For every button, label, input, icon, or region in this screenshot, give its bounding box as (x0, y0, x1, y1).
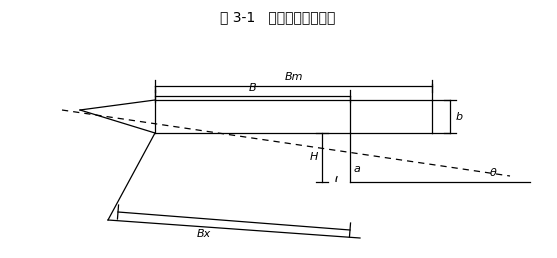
Text: Bx: Bx (197, 229, 211, 239)
Text: b: b (456, 111, 463, 122)
Text: Bm: Bm (284, 72, 303, 82)
Text: B: B (248, 83, 256, 93)
Text: H: H (310, 152, 318, 163)
Text: a: a (354, 164, 361, 174)
Text: θ: θ (490, 168, 497, 178)
Text: 图 3-1   水平梯田断面图示: 图 3-1 水平梯田断面图示 (221, 10, 336, 24)
